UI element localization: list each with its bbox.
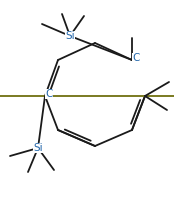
Text: Si: Si [65,31,75,41]
Text: C: C [45,89,53,99]
Text: Si: Si [33,143,43,153]
Text: C: C [132,53,140,63]
